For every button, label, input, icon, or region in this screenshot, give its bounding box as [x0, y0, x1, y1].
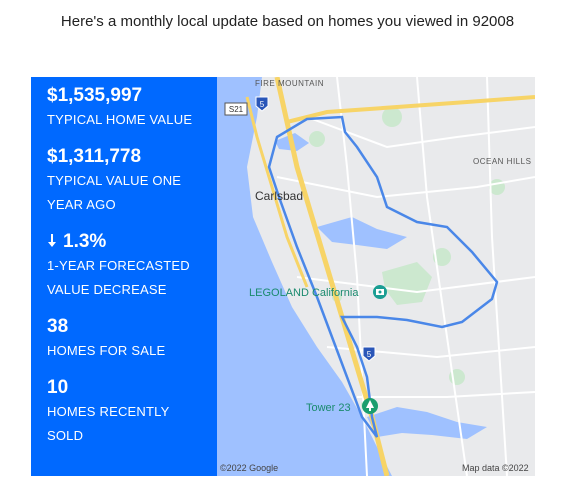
- label-fire-mountain: FIRE MOUNTAIN: [255, 79, 324, 88]
- svg-text:5: 5: [260, 100, 265, 109]
- stat-forecast: 1.3% 1-YEAR FORECASTED VALUE DECREASE: [47, 230, 217, 302]
- route-s21-shield: S21: [224, 102, 248, 116]
- tree-icon: [362, 398, 378, 414]
- stat-homes-for-sale: 38 HOMES FOR SALE: [47, 315, 217, 363]
- map-canvas: S21 5 5 FIRE MOUNTAIN OCEAN HILLS Carlsb…: [217, 77, 535, 476]
- forecast-label-line1: 1-YEAR FORECASTED: [47, 258, 190, 273]
- area-map[interactable]: S21 5 5 FIRE MOUNTAIN OCEAN HILLS Carlsb…: [217, 77, 535, 476]
- year-ago-label-line1: TYPICAL VALUE ONE: [47, 173, 182, 188]
- interstate-5-shield-top: 5: [255, 96, 269, 112]
- homes-for-sale-value: 38: [47, 316, 69, 337]
- label-tower23: Tower 23: [306, 402, 351, 414]
- road: [357, 391, 535, 398]
- park-legoland: [382, 262, 432, 305]
- update-headline: Here's a monthly local update based on h…: [60, 13, 515, 30]
- year-ago-value: $1,311,778: [47, 146, 142, 167]
- forecast-value: 1.3%: [63, 231, 107, 252]
- year-ago-label-line2: YEAR AGO: [47, 197, 116, 212]
- park: [309, 131, 325, 147]
- svg-text:S21: S21: [229, 105, 244, 114]
- arrow-down-icon: [47, 230, 57, 254]
- interstate-5-shield-mid: 5: [362, 346, 376, 362]
- lagoon-south: [367, 407, 487, 439]
- typical-home-value: $1,535,997: [47, 85, 143, 106]
- stat-homes-sold: 10 HOMES RECENTLY SOLD: [47, 376, 217, 448]
- homes-sold-label-line1: HOMES RECENTLY: [47, 404, 170, 419]
- label-legoland: LEGOLAND California: [249, 287, 359, 299]
- label-carlsbad: Carlsbad: [255, 189, 303, 203]
- park: [433, 248, 451, 266]
- forecast-label-line2: VALUE DECREASE: [47, 282, 167, 297]
- svg-text:5: 5: [367, 350, 372, 359]
- road: [486, 77, 508, 476]
- ocean: [217, 77, 392, 476]
- road: [416, 77, 468, 476]
- camera-icon: [373, 285, 387, 299]
- park: [382, 107, 402, 127]
- typical-home-value-label: TYPICAL HOME VALUE: [47, 112, 193, 127]
- label-ocean-hills: OCEAN HILLS: [473, 157, 531, 166]
- stat-year-ago-value: $1,311,778 TYPICAL VALUE ONE YEAR AGO: [47, 145, 217, 217]
- homes-sold-label-line2: SOLD: [47, 428, 84, 443]
- map-data-credit: Map data ©2022: [462, 463, 529, 473]
- homes-for-sale-label: HOMES FOR SALE: [47, 343, 166, 358]
- lagoon-middle: [317, 217, 407, 249]
- stats-panel: $1,535,997 TYPICAL HOME VALUE $1,311,778…: [31, 77, 217, 476]
- map-copyright: ©2022 Google: [220, 463, 278, 473]
- stat-typical-home-value: $1,535,997 TYPICAL HOME VALUE: [47, 84, 217, 132]
- homes-sold-value: 10: [47, 377, 69, 398]
- zip-boundary: [267, 115, 499, 438]
- highway-78: [286, 95, 535, 124]
- highway-coast: [245, 96, 309, 288]
